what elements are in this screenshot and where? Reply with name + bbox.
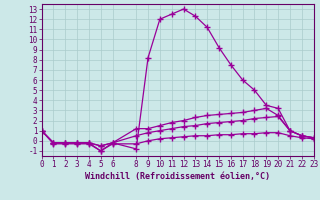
X-axis label: Windchill (Refroidissement éolien,°C): Windchill (Refroidissement éolien,°C) [85,172,270,181]
